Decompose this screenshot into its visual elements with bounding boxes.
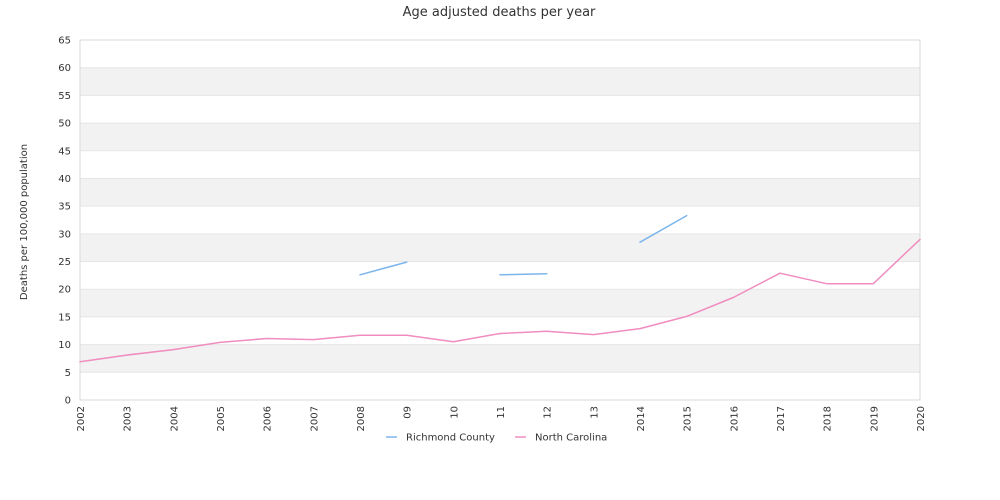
grid-band bbox=[80, 233, 920, 262]
series-line-north-carolina bbox=[79, 238, 921, 363]
y-tick-label: 55 bbox=[58, 91, 71, 102]
x-tick-label: 13 bbox=[589, 406, 600, 419]
y-tick-label: 35 bbox=[58, 202, 71, 213]
series-lines bbox=[79, 214, 921, 363]
y-tick-label: 5 bbox=[65, 368, 71, 379]
y-tick-label: 65 bbox=[58, 36, 71, 47]
y-tick-label: 0 bbox=[65, 396, 71, 407]
grid-band bbox=[80, 67, 920, 96]
series-line-richmond-county bbox=[639, 214, 688, 243]
legend: Richmond County North Carolina bbox=[386, 433, 607, 444]
x-tick-label: 2008 bbox=[356, 406, 367, 431]
legend-label-north-carolina[interactable]: North Carolina bbox=[535, 433, 607, 444]
x-tick-label: 2020 bbox=[916, 406, 927, 431]
x-tick-label: 2007 bbox=[309, 406, 320, 431]
grid-band bbox=[80, 289, 920, 317]
y-tick-label: 50 bbox=[58, 119, 71, 130]
x-tick-label: 2016 bbox=[729, 406, 740, 431]
y-tick-label: 40 bbox=[58, 174, 71, 185]
y-tick-label: 10 bbox=[58, 340, 71, 351]
legend-label-richmond-county[interactable]: Richmond County bbox=[406, 433, 495, 444]
x-tick-label: 2004 bbox=[169, 406, 180, 431]
grid-band bbox=[80, 123, 920, 151]
y-tick-label: 15 bbox=[58, 312, 71, 323]
x-tick-label: 2006 bbox=[263, 406, 274, 431]
x-tick-label: 09 bbox=[403, 406, 414, 419]
x-tick-label: 10 bbox=[449, 406, 460, 419]
x-tick-label: 11 bbox=[496, 406, 507, 419]
grid-band bbox=[80, 344, 920, 373]
y-tick-labels: 0 5 10 15 20 25 30 35 40 45 50 55 60 65 bbox=[58, 36, 71, 407]
y-tick-label: 20 bbox=[58, 285, 71, 296]
x-tick-label: 2015 bbox=[683, 406, 694, 431]
grid-band bbox=[80, 178, 920, 207]
plot-border bbox=[79, 39, 921, 401]
y-axis-label: Deaths per 100,000 population bbox=[19, 144, 30, 300]
x-tick-label: 2014 bbox=[636, 406, 647, 431]
x-tick-label: 2019 bbox=[869, 406, 880, 431]
x-tick-label: 2002 bbox=[76, 406, 87, 431]
y-tick-label: 30 bbox=[58, 229, 71, 240]
series-line-richmond-county bbox=[499, 272, 548, 276]
x-tick-labels: 2002 2003 2004 2005 2006 2007 2008 09 10 11 12 13 20… bbox=[76, 406, 927, 431]
x-tick-label: 2017 bbox=[776, 406, 787, 431]
x-tick-label: 2018 bbox=[823, 406, 834, 431]
y-tick-label: 45 bbox=[58, 146, 71, 157]
x-tick-label: 12 bbox=[543, 406, 554, 419]
series-line-richmond-county bbox=[359, 261, 408, 276]
x-tick-label: 2005 bbox=[216, 406, 227, 431]
x-tick-label: 2003 bbox=[123, 406, 134, 431]
plot-frame bbox=[79, 39, 921, 401]
grid-bands bbox=[80, 67, 920, 373]
chart-title: Age adjusted deaths per year bbox=[403, 5, 596, 20]
y-tick-label: 25 bbox=[58, 257, 71, 268]
y-tick-label: 60 bbox=[58, 63, 71, 74]
